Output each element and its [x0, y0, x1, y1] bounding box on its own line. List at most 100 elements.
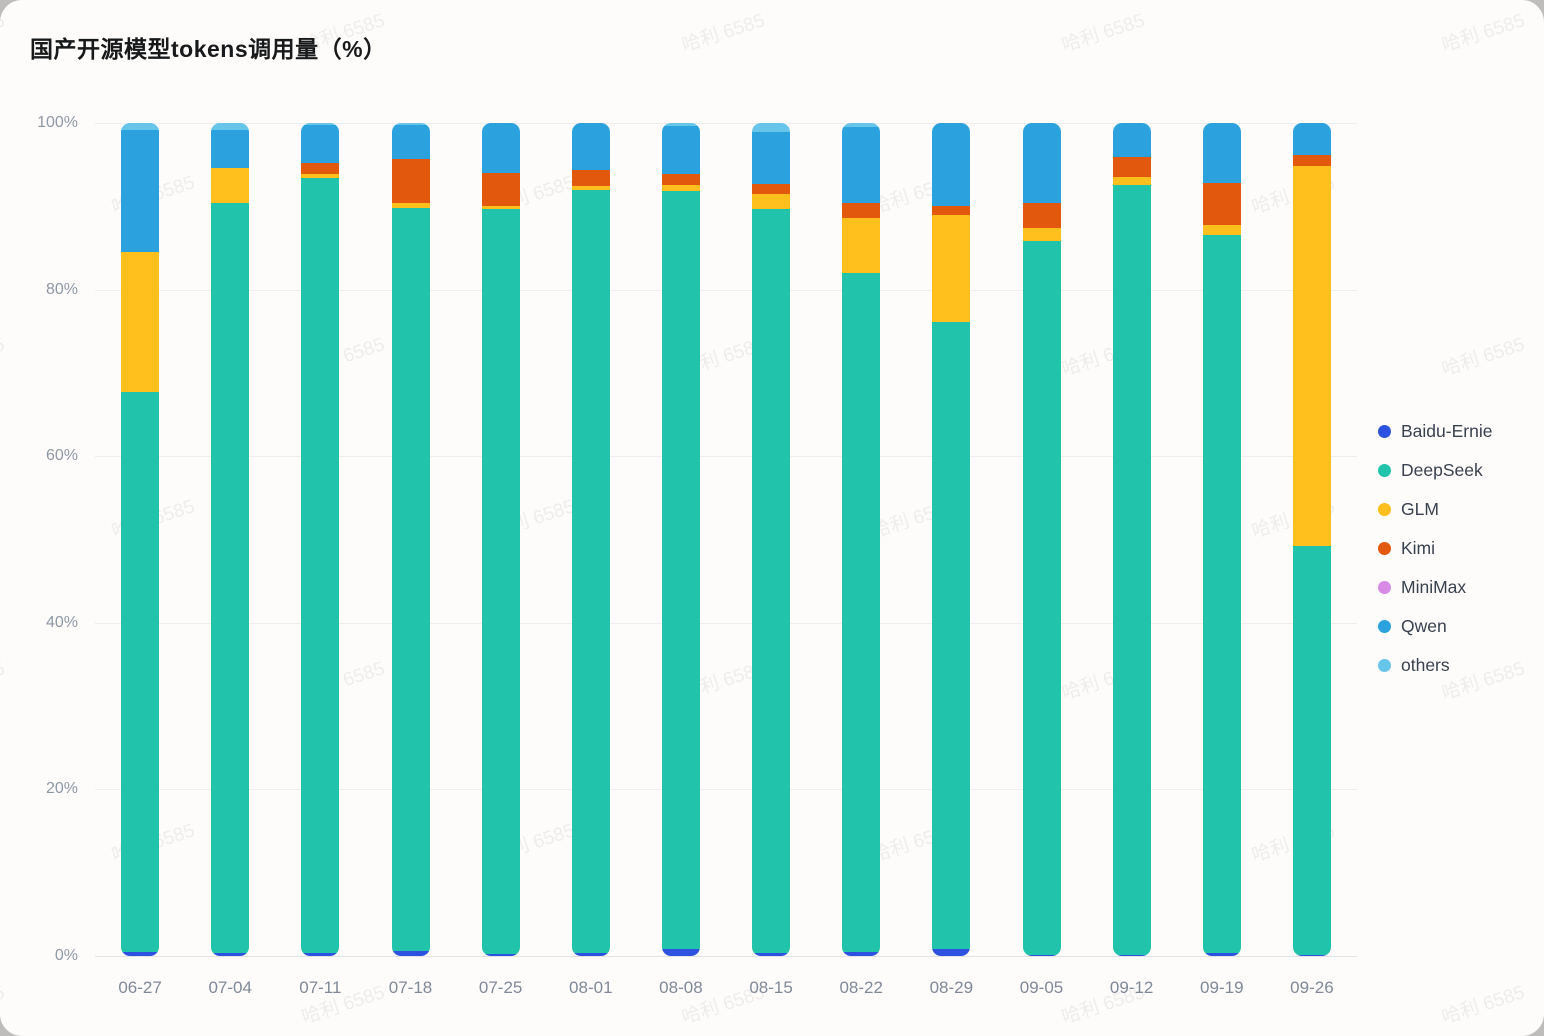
- bar-segment-qwen[interactable]: [1292, 123, 1331, 155]
- bar-segment-qwen[interactable]: [661, 126, 700, 174]
- bar-segment-deepseek[interactable]: [1112, 185, 1151, 956]
- bar-segment-deepseek[interactable]: [391, 207, 430, 951]
- bar-segment-baidu-ernie[interactable]: [752, 953, 791, 956]
- bar-segment-deepseek[interactable]: [571, 189, 610, 954]
- bar-segment-kimi[interactable]: [1112, 157, 1151, 178]
- stacked-bar-06-27[interactable]: [121, 123, 160, 956]
- legend-dot-icon: [1378, 464, 1391, 477]
- bar-segment-deepseek[interactable]: [211, 202, 250, 953]
- bar-segment-baidu-ernie[interactable]: [391, 950, 430, 956]
- bar-segment-deepseek[interactable]: [121, 392, 160, 952]
- bar-segment-baidu-ernie[interactable]: [1202, 953, 1241, 956]
- bar-segment-kimi[interactable]: [1202, 182, 1241, 226]
- bar-segment-deepseek[interactable]: [752, 208, 791, 954]
- bar-segment-kimi[interactable]: [571, 169, 610, 187]
- bar-segment-kimi[interactable]: [301, 162, 340, 174]
- bar-segment-deepseek[interactable]: [1202, 235, 1241, 954]
- bar-segment-kimi[interactable]: [752, 183, 791, 194]
- bar-segment-glm[interactable]: [391, 202, 430, 208]
- bar-segment-qwen[interactable]: [481, 123, 520, 173]
- stacked-bar-08-22[interactable]: [842, 123, 881, 956]
- stacked-bar-07-18[interactable]: [391, 123, 430, 956]
- bar-segment-kimi[interactable]: [481, 172, 520, 207]
- bar-segment-glm[interactable]: [481, 206, 520, 209]
- stacked-bar-09-12[interactable]: [1112, 123, 1151, 956]
- legend-item-glm[interactable]: GLM: [1378, 490, 1492, 529]
- bar-segment-qwen[interactable]: [752, 132, 791, 184]
- stacked-bar-07-11[interactable]: [301, 123, 340, 956]
- bar-segment-qwen[interactable]: [1202, 123, 1241, 183]
- bar-segment-qwen[interactable]: [1022, 123, 1061, 203]
- stacked-bar-09-05[interactable]: [1022, 123, 1061, 956]
- bar-segment-baidu-ernie[interactable]: [932, 949, 971, 956]
- bar-segment-qwen[interactable]: [932, 123, 971, 207]
- bar-segment-baidu-ernie[interactable]: [661, 949, 700, 956]
- legend-item-baidu-ernie[interactable]: Baidu-Ernie: [1378, 412, 1492, 451]
- bar-segment-qwen[interactable]: [391, 125, 430, 159]
- bar-segment-kimi[interactable]: [661, 173, 700, 186]
- bar-segment-deepseek[interactable]: [932, 322, 971, 950]
- bar-segment-glm[interactable]: [1292, 166, 1331, 547]
- y-tick-label: 100%: [37, 114, 78, 131]
- legend-item-kimi[interactable]: Kimi: [1378, 529, 1492, 568]
- bar-segment-others[interactable]: [661, 123, 700, 127]
- stacked-bar-08-29[interactable]: [932, 123, 971, 956]
- bar-segment-deepseek[interactable]: [1022, 241, 1061, 956]
- bar-segment-kimi[interactable]: [1292, 154, 1331, 167]
- bar-segment-glm[interactable]: [752, 193, 791, 209]
- bar-segment-baidu-ernie[interactable]: [1022, 955, 1061, 956]
- bar-segment-others[interactable]: [301, 123, 340, 126]
- stacked-bar-07-04[interactable]: [211, 123, 250, 956]
- bar-segment-glm[interactable]: [1202, 225, 1241, 236]
- bar-segment-glm[interactable]: [571, 186, 610, 190]
- legend-item-others[interactable]: others: [1378, 646, 1492, 685]
- legend-item-deepseek[interactable]: DeepSeek: [1378, 451, 1492, 490]
- bar-segment-glm[interactable]: [121, 252, 160, 393]
- bar-segment-glm[interactable]: [211, 167, 250, 203]
- bar-segment-baidu-ernie[interactable]: [301, 952, 340, 956]
- stacked-bar-08-01[interactable]: [571, 123, 610, 956]
- bar-segment-deepseek[interactable]: [301, 177, 340, 953]
- bar-segment-deepseek[interactable]: [842, 272, 881, 952]
- bar-segment-deepseek[interactable]: [481, 208, 520, 955]
- legend-label: MiniMax: [1401, 577, 1467, 597]
- bar-segment-glm[interactable]: [1112, 177, 1151, 186]
- bar-segment-qwen[interactable]: [211, 129, 250, 168]
- bar-segment-baidu-ernie[interactable]: [121, 951, 160, 956]
- legend-item-qwen[interactable]: Qwen: [1378, 607, 1492, 646]
- bar-segment-kimi[interactable]: [391, 158, 430, 203]
- bar-segment-glm[interactable]: [1022, 227, 1061, 242]
- bar-segment-others[interactable]: [842, 123, 881, 128]
- bar-segment-baidu-ernie[interactable]: [211, 952, 250, 956]
- bar-segment-glm[interactable]: [661, 185, 700, 192]
- bar-segment-others[interactable]: [121, 123, 160, 130]
- bar-segment-baidu-ernie[interactable]: [1112, 955, 1151, 956]
- bar-segment-glm[interactable]: [301, 173, 340, 178]
- stacked-bar-07-25[interactable]: [481, 123, 520, 956]
- bar-segment-baidu-ernie[interactable]: [1292, 955, 1331, 956]
- bar-segment-kimi[interactable]: [842, 202, 881, 218]
- bar-segment-baidu-ernie[interactable]: [842, 951, 881, 956]
- bar-segment-others[interactable]: [391, 123, 430, 126]
- bar-segment-glm[interactable]: [932, 214, 971, 323]
- bar-segment-others[interactable]: [752, 123, 791, 133]
- bar-segment-baidu-ernie[interactable]: [481, 954, 520, 956]
- legend-label: DeepSeek: [1401, 460, 1483, 480]
- bar-segment-kimi[interactable]: [1022, 202, 1061, 228]
- bar-segment-deepseek[interactable]: [661, 191, 700, 950]
- stacked-bar-08-08[interactable]: [661, 123, 700, 956]
- legend-item-minimax[interactable]: MiniMax: [1378, 568, 1492, 607]
- stacked-bar-09-26[interactable]: [1292, 123, 1331, 956]
- bar-segment-kimi[interactable]: [932, 206, 971, 215]
- bar-segment-others[interactable]: [211, 123, 250, 130]
- bar-segment-deepseek[interactable]: [1292, 546, 1331, 956]
- bar-segment-qwen[interactable]: [121, 129, 160, 253]
- stacked-bar-09-19[interactable]: [1202, 123, 1241, 956]
- bar-segment-qwen[interactable]: [301, 125, 340, 163]
- bar-segment-qwen[interactable]: [571, 123, 610, 170]
- bar-segment-baidu-ernie[interactable]: [571, 953, 610, 956]
- stacked-bar-08-15[interactable]: [752, 123, 791, 956]
- bar-segment-qwen[interactable]: [1112, 123, 1151, 158]
- bar-segment-qwen[interactable]: [842, 127, 881, 203]
- bar-segment-glm[interactable]: [842, 217, 881, 273]
